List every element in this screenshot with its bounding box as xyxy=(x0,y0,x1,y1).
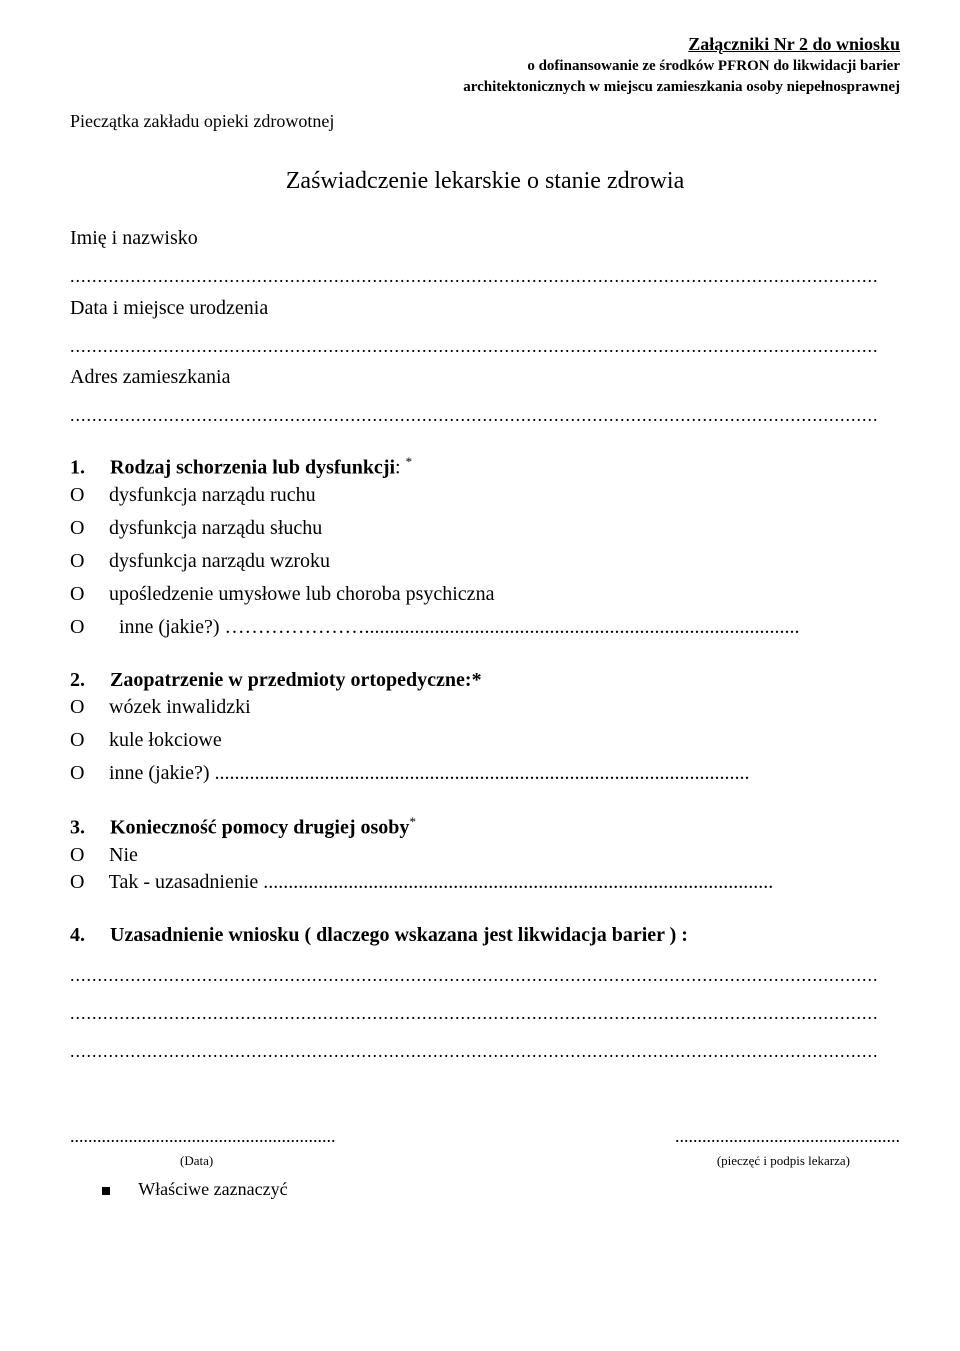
attachment-sub-1: o dofinansowanie ze środków PFRON do lik… xyxy=(70,56,900,76)
q1-title: Rodzaj schorzenia lub dysfunkcji xyxy=(110,457,395,479)
q4-number: 4. xyxy=(70,924,85,946)
q2-number: 2. xyxy=(70,669,85,691)
q3-yes-text: Tak - uzasadnienie .....................… xyxy=(109,871,774,893)
q2-option-3-text: inne (jakie?) ..........................… xyxy=(109,762,750,784)
q2-option-1[interactable]: O wózek inwalidzki xyxy=(70,694,900,721)
q1-option-1-text: dysfunkcja narządu ruchu xyxy=(109,484,316,506)
birth-line[interactable]: ........................................… xyxy=(70,334,900,358)
birth-label: Data i miejsce urodzenia xyxy=(70,295,900,322)
q3-option-no[interactable]: O Nie xyxy=(70,842,900,869)
q2-option-1-text: wózek inwalidzki xyxy=(109,696,251,718)
q3-no-text: Nie xyxy=(109,844,138,866)
q1-option-3-text: dysfunkcja narządu wzroku xyxy=(109,550,330,572)
footnote-text: Właściwe zaznaczyć xyxy=(138,1179,287,1199)
document-title: Zaświadczenie lekarskie o stanie zdrowia xyxy=(70,165,900,197)
q3-number: 3. xyxy=(70,817,85,839)
q3-option-yes[interactable]: O Tak - uzasadnienie ...................… xyxy=(70,869,900,896)
option-marker: O xyxy=(70,548,104,575)
footnote: Właściwe zaznaczyć xyxy=(70,1177,900,1201)
date-label: (Data) xyxy=(180,1152,213,1170)
q1-option-4[interactable]: O upośledzenie umysłowe lub choroba psyc… xyxy=(70,581,900,608)
name-label: Imię i nazwisko xyxy=(70,225,900,252)
name-line[interactable]: ........................................… xyxy=(70,264,900,288)
q1-number: 1. xyxy=(70,457,85,479)
q2-option-2[interactable]: O kule łokciowe xyxy=(70,727,900,754)
q3-star: * xyxy=(409,814,416,829)
q4-title: Uzasadnienie wniosku ( dlaczego wskazana… xyxy=(110,924,688,946)
option-marker: O xyxy=(70,869,104,896)
q3-heading: 3. Konieczność pomocy drugiej osoby* xyxy=(70,813,900,842)
q1-option-4-text: upośledzenie umysłowe lub choroba psychi… xyxy=(109,583,494,605)
attachment-title: Załączniki Nr 2 do wniosku xyxy=(70,32,900,56)
q4-heading: 4. Uzasadnienie wniosku ( dlaczego wskaz… xyxy=(70,922,900,949)
q1-option-3[interactable]: O dysfunkcja narządu wzroku xyxy=(70,548,900,575)
q1-option-2-text: dysfunkcja narządu słuchu xyxy=(109,517,322,539)
option-marker: O xyxy=(70,614,104,641)
option-marker: O xyxy=(70,515,104,542)
q2-heading: 2. Zaopatrzenie w przedmioty ortopedyczn… xyxy=(70,667,900,694)
q4-line-2[interactable]: ........................................… xyxy=(70,1001,900,1025)
q1-option-2[interactable]: O dysfunkcja narządu słuchu xyxy=(70,515,900,542)
option-marker: O xyxy=(70,694,104,721)
option-marker: O xyxy=(70,842,104,869)
option-marker: O xyxy=(70,581,104,608)
stamp-label: Pieczątka zakładu opieki zdrowotnej xyxy=(70,109,900,133)
q1-heading: 1. Rodzaj schorzenia lub dysfunkcji: * xyxy=(70,453,900,482)
q1-star: * xyxy=(406,454,413,469)
q4-line-3[interactable]: ........................................… xyxy=(70,1039,900,1063)
date-dots[interactable]: ........................................… xyxy=(70,1124,336,1148)
option-marker: O xyxy=(70,760,104,787)
q1-option-1[interactable]: O dysfunkcja narządu ruchu xyxy=(70,482,900,509)
q2-option-3[interactable]: O inne (jakie?) ........................… xyxy=(70,760,900,787)
option-marker: O xyxy=(70,727,104,754)
option-marker: O xyxy=(70,482,104,509)
q1-option-5[interactable]: O inne (jakie?) ………………….................… xyxy=(70,614,900,641)
attachment-sub-2: architektonicznych w miejscu zamieszkani… xyxy=(70,77,900,97)
doctor-label: (pieczęć i podpis lekarza) xyxy=(717,1152,850,1170)
address-line[interactable]: ........................................… xyxy=(70,403,900,427)
q4-line-1[interactable]: ........................................… xyxy=(70,963,900,987)
address-label: Adres zamieszkania xyxy=(70,364,900,391)
q1-colon: : xyxy=(395,457,401,479)
doctor-dots[interactable]: ........................................… xyxy=(675,1124,900,1148)
q3-title: Konieczność pomocy drugiej osoby xyxy=(110,817,409,839)
q1-option-5-text: inne (jakie?) …………………...................… xyxy=(119,616,800,638)
q2-option-2-text: kule łokciowe xyxy=(109,729,222,751)
bullet-icon xyxy=(102,1187,110,1195)
q2-title: Zaopatrzenie w przedmioty ortopedyczne:* xyxy=(110,669,482,691)
